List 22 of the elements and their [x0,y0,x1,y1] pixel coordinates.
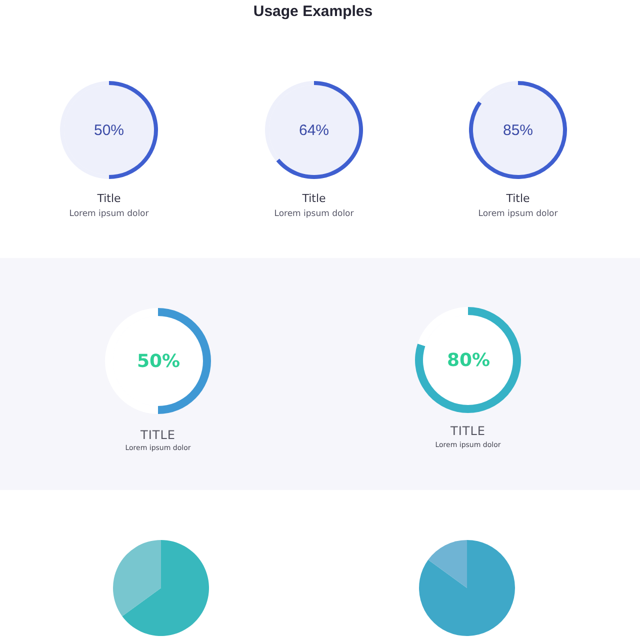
text: Lorem ipsum dolor [68,209,150,219]
text: Lorem ipsum dolor [273,209,355,219]
text: 85% [503,122,534,139]
pie-slice [428,540,467,588]
text: Lorem ipsum dolor [477,209,559,219]
donut-slice [418,307,468,346]
text: 80% [447,350,490,371]
pie-slice [419,540,515,636]
text: Title [505,192,531,205]
text: 64% [299,122,330,139]
text: Title [96,192,122,205]
text: 50% [94,122,124,139]
text: Usage Examples [253,3,373,20]
donut-slice [415,307,521,413]
donut-slice [276,81,363,179]
text: TITLE [450,424,486,438]
pie-slice [122,540,209,636]
pie-slice [113,540,161,616]
text: Title [301,192,327,205]
text: 50% [137,351,180,372]
donut-slice [478,81,518,104]
text: TITLE [140,428,176,442]
